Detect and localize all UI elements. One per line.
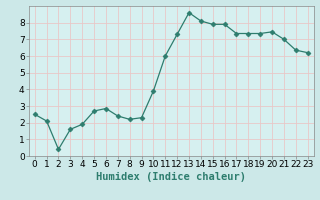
X-axis label: Humidex (Indice chaleur): Humidex (Indice chaleur) [96, 172, 246, 182]
